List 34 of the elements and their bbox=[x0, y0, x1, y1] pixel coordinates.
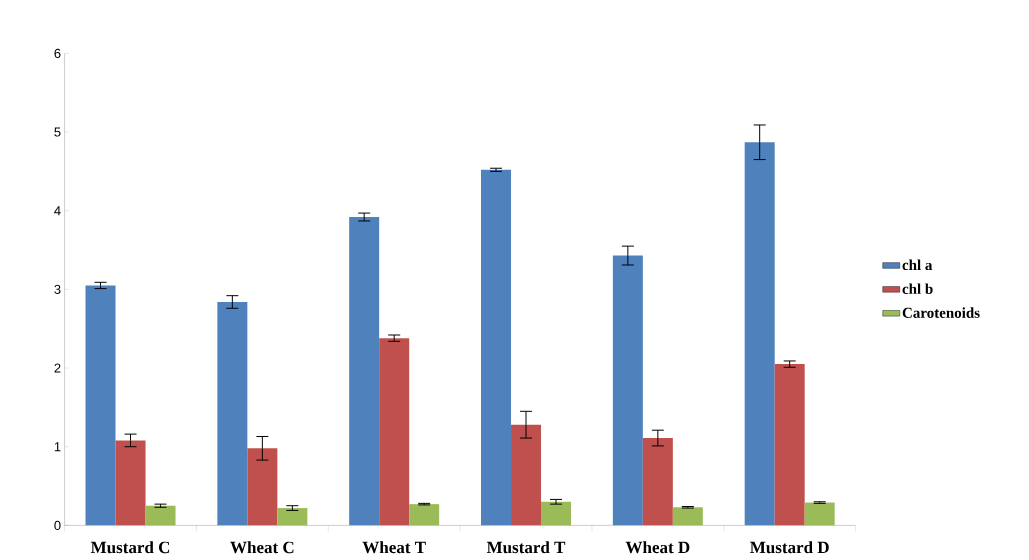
y-tick-label: 3 bbox=[54, 284, 61, 294]
x-tick-label: Mustard T bbox=[486, 541, 566, 554]
bar bbox=[541, 501, 572, 526]
bar bbox=[481, 169, 512, 526]
bar bbox=[672, 507, 703, 526]
bar bbox=[145, 505, 176, 526]
bar bbox=[744, 142, 775, 526]
y-tick-label: 0 bbox=[54, 520, 61, 530]
bar bbox=[511, 424, 542, 526]
bar bbox=[85, 285, 116, 526]
bar bbox=[247, 448, 278, 526]
x-tick-label: Mustard D bbox=[750, 541, 829, 554]
x-tick-label: Wheat D bbox=[625, 541, 690, 554]
y-tick-label: 2 bbox=[54, 363, 61, 373]
y-tick-label: 5 bbox=[54, 127, 61, 137]
legend-label: chl a bbox=[902, 259, 933, 271]
bar bbox=[642, 438, 673, 526]
bar bbox=[115, 440, 146, 526]
bar bbox=[349, 217, 380, 526]
legend-label: chl b bbox=[902, 283, 933, 294]
bar bbox=[277, 508, 308, 526]
bar bbox=[774, 364, 805, 526]
bar bbox=[217, 301, 248, 526]
bar bbox=[804, 502, 835, 526]
bar bbox=[612, 255, 643, 526]
x-tick-label: Wheat C bbox=[230, 541, 294, 554]
y-tick-label: 4 bbox=[54, 206, 61, 216]
bar bbox=[409, 504, 440, 526]
x-tick-label: Wheat T bbox=[362, 541, 426, 554]
legend-label: Carotenoids bbox=[902, 307, 980, 318]
x-tick-label: Mustard C bbox=[90, 541, 170, 554]
bar bbox=[379, 338, 410, 526]
y-tick-label: 1 bbox=[54, 442, 61, 452]
y-tick-label: 6 bbox=[54, 48, 61, 58]
